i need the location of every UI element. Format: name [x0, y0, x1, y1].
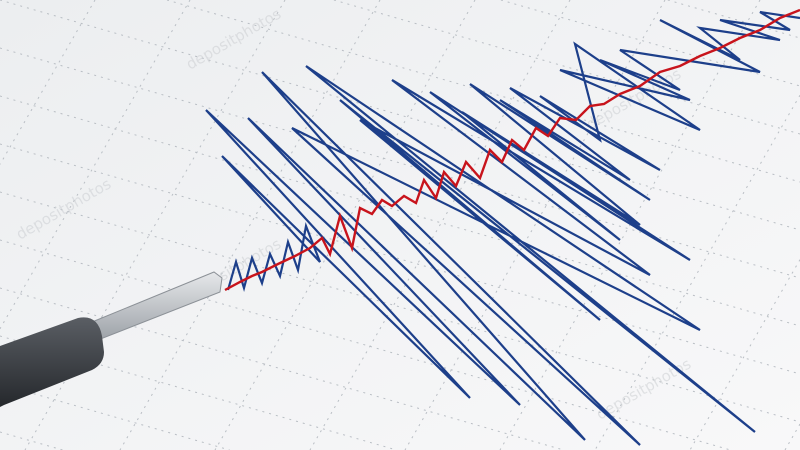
grid-line	[0, 0, 191, 330]
grid-line	[214, 0, 476, 450]
grid-line	[0, 95, 800, 327]
grid-line	[0, 0, 800, 231]
grid-line	[119, 0, 381, 450]
grid-line	[166, 0, 800, 183]
grid-line	[0, 383, 230, 450]
grid-line	[0, 239, 731, 450]
grid-line	[309, 0, 571, 450]
pen-stylus	[0, 271, 223, 407]
grid-line	[667, 0, 800, 39]
grid-line	[594, 94, 800, 450]
grid-line	[689, 259, 800, 450]
grid-line	[784, 423, 800, 450]
grid-line	[404, 0, 666, 450]
grid-line	[0, 143, 800, 375]
red-seismic-trace	[224, 8, 800, 292]
grid-line	[500, 0, 800, 87]
grid-line	[24, 0, 286, 450]
pen-handle	[0, 317, 104, 407]
grid-line	[0, 47, 800, 279]
blue-seismic-trace	[205, 10, 800, 446]
grid-line	[0, 191, 800, 423]
grid-line	[0, 335, 397, 450]
